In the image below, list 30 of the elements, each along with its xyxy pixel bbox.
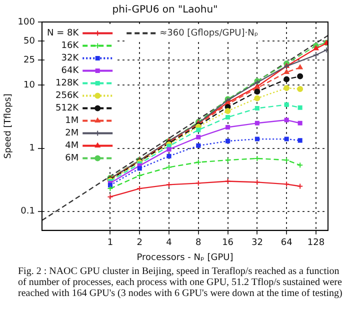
legend-label: 2M <box>65 128 79 139</box>
chart-title: phi-GPU6 on "Laohu" <box>112 4 218 16</box>
legend-label: 6M <box>65 154 79 164</box>
legend-label: 16K <box>61 41 80 52</box>
x-tick-label: 128 <box>307 238 325 248</box>
x-tick-label: 64 <box>280 238 293 248</box>
legend-label: 128K <box>56 78 80 89</box>
x-axis-title: Processors - Nₚ [GPU] <box>136 252 234 263</box>
y-tick-label: 25 <box>24 55 35 66</box>
legend-label: N = 8K <box>46 28 80 39</box>
y-tick-label: 10 <box>24 80 36 90</box>
x-tick-label: 4 <box>166 238 172 248</box>
caption: Fig. 2 : NAOC GPU cluster in Beijing, speed in Teraflop/s reached as a function of number of processes, each process with one GPU, 51.2 Tflop/s sustained were reached with 164 GPU's (3 nodes with 6 GPU's were down at the time of testing) <box>18 266 344 299</box>
text: ≈360 [Gflops/GPU]·Nₚ <box>160 28 258 39</box>
x-tick-label: 1 <box>107 238 114 248</box>
y-axis-title: Speed [Tflops] <box>4 94 14 159</box>
x-tick-label: 32 <box>251 238 263 248</box>
legend-label: 512K <box>56 104 80 114</box>
y-tick-label: 0.1 <box>20 206 35 217</box>
y-tick-label: 50 <box>24 36 36 46</box>
legend-label: 32K <box>61 54 80 64</box>
legend-label: 1M <box>65 116 79 126</box>
y-tick-label: 1 <box>29 144 35 154</box>
x-tick-label: 16 <box>222 238 234 248</box>
legend-label: 64K <box>61 66 80 76</box>
legend-label: 4M <box>65 141 79 152</box>
legend-label: 256K <box>56 91 80 102</box>
y-tick-label: 100 <box>18 17 36 28</box>
x-tick-label: 8 <box>196 238 202 248</box>
x-tick-label: 2 <box>136 238 142 248</box>
